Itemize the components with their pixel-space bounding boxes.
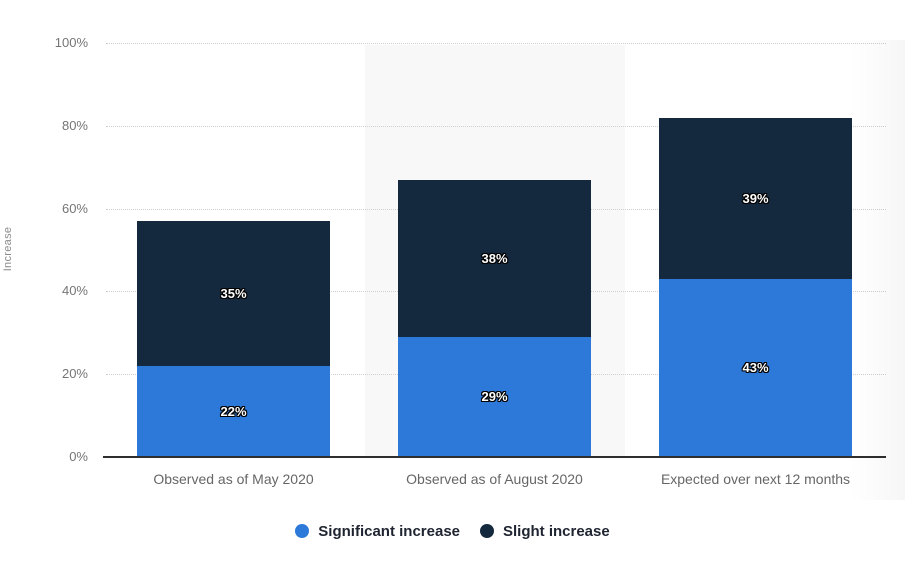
bar-segment[interactable]: 39% bbox=[659, 117, 852, 279]
legend-label: Significant increase bbox=[318, 522, 460, 540]
legend: Significant increase Slight increase bbox=[0, 518, 905, 544]
gridline-80 bbox=[106, 125, 886, 127]
legend-label: Slight increase bbox=[503, 522, 610, 540]
legend-item[interactable]: Significant increase bbox=[295, 523, 460, 540]
y-tick-label-60: 60% bbox=[61, 200, 88, 216]
gridline-100 bbox=[106, 43, 886, 44]
x-axis-category-label: Observed as of August 2020 bbox=[406, 471, 583, 487]
plot-area: 22% 35% 29% 38% 43% 39% bbox=[103, 43, 886, 457]
bar-segment[interactable]: 29% bbox=[398, 336, 591, 457]
y-tick-label-100: 100% bbox=[54, 35, 88, 50]
bar-value-label: 39% bbox=[742, 190, 769, 206]
legend-item[interactable]: Slight increase bbox=[480, 523, 610, 540]
bar-value-label: 38% bbox=[481, 250, 508, 266]
y-tick-label-40: 40% bbox=[61, 283, 88, 299]
bar-value-label: 22% bbox=[220, 403, 247, 419]
bar-segment[interactable]: 22% bbox=[137, 365, 330, 457]
bar-value-label: 35% bbox=[220, 285, 247, 301]
bar-segment[interactable]: 38% bbox=[398, 179, 591, 337]
y-axis-title: Increase bbox=[2, 226, 14, 272]
legend-marker-dot bbox=[295, 524, 310, 538]
y-tick-label-0: 0% bbox=[69, 449, 88, 464]
x-axis-category-label: Expected over next 12 months bbox=[660, 471, 851, 487]
legend-marker-dot bbox=[480, 524, 494, 538]
y-tick-label-80: 80% bbox=[61, 117, 88, 133]
y-tick-label-20: 20% bbox=[61, 366, 88, 382]
bar-segment[interactable]: 43% bbox=[659, 278, 852, 457]
x-axis-line bbox=[103, 456, 886, 458]
bar-value-label: 43% bbox=[742, 360, 769, 376]
bar-segment[interactable]: 35% bbox=[137, 221, 330, 366]
x-axis-category-label: Observed as of May 2020 bbox=[153, 471, 314, 487]
bar-value-label: 29% bbox=[481, 389, 508, 405]
